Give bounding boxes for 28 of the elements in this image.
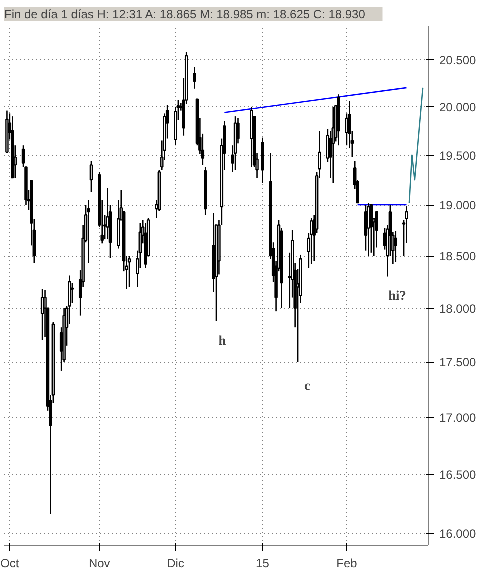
candlestick <box>394 230 398 263</box>
candlestick <box>370 204 374 254</box>
x-tick-label: Nov <box>88 556 110 570</box>
y-tick-label: 19.000 <box>440 198 477 213</box>
candlestick <box>367 202 370 257</box>
x-tick-label: Oct <box>0 556 20 570</box>
y-tick-label: 19.500 <box>440 148 477 163</box>
x-tick-label: Feb <box>336 556 358 570</box>
candlestick <box>90 160 94 193</box>
annotation: hi? <box>388 288 406 303</box>
x-tick-label: 15 <box>256 556 270 570</box>
candlestick <box>70 282 74 304</box>
y-tick-label: 16.000 <box>440 527 477 542</box>
y-tick-label: 20.000 <box>440 100 477 114</box>
candlestick <box>193 66 196 90</box>
annotation: h <box>218 333 227 348</box>
y-tick-label: 18.500 <box>440 250 477 264</box>
candlestick <box>87 199 90 264</box>
annotation: c <box>304 378 311 393</box>
x-tick-label: Dic <box>167 556 184 570</box>
y-tick-label: 17.500 <box>440 356 477 370</box>
line-series <box>408 87 424 204</box>
chart-title: Fin de día 1 días H: 12:31 A: 18.865 M: 18.985 m: 18.625 C: 18.930 <box>4 8 366 22</box>
y-tick-label: 16.500 <box>440 468 477 482</box>
y-tick-label: 20.500 <box>440 53 477 68</box>
candlestick <box>128 255 132 288</box>
y-tick-label: 17.000 <box>440 411 477 426</box>
y-tick-label: 18.000 <box>440 302 477 316</box>
